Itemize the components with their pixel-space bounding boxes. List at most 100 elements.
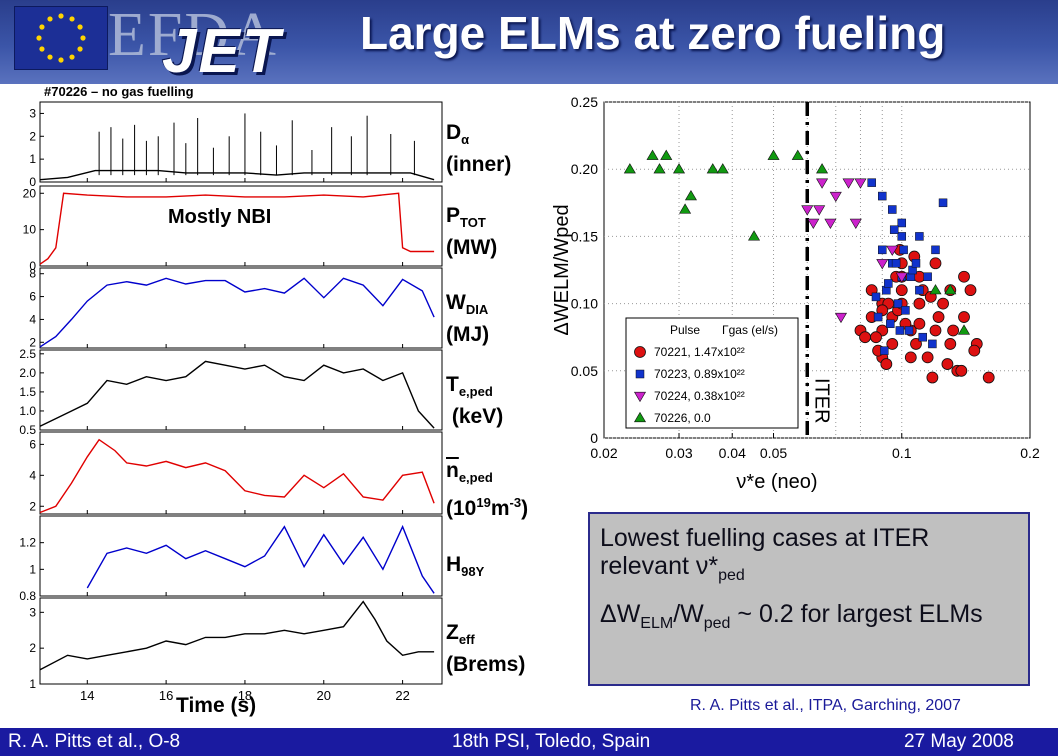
elm-scatter-chart: 0 0.05 0.10 0.15 0.20 0.25 0.02 0.03 0.04 0.05 0.1…: [551, 94, 1040, 493]
data-point: [867, 178, 876, 187]
signal-label-teped: Te,ped (keV): [446, 373, 504, 429]
data-point: [634, 346, 646, 358]
y-tick-label: 2.0: [19, 366, 36, 380]
y-tick-label: 2: [29, 499, 36, 513]
y-tick-label: 6: [29, 437, 36, 451]
footer-date: 27 May 2008: [904, 731, 1014, 752]
y-tick-label: 0.25: [571, 94, 598, 110]
x-tick-label: 0.03: [665, 445, 692, 461]
x-tick-label: 14: [80, 688, 94, 700]
eu-star-icon: [69, 16, 75, 22]
panel-frame: [39, 101, 443, 183]
panel-frame: [39, 431, 443, 515]
data-point: [807, 218, 820, 230]
data-point: [923, 272, 932, 281]
data-point: [873, 312, 883, 322]
y-tick-label: 0.8: [19, 589, 36, 603]
data-point: [897, 232, 907, 241]
data-point: [904, 351, 917, 364]
y-tick-label: 1.5: [19, 385, 36, 399]
y-tick-label: 0: [29, 175, 36, 189]
footer-author: R. A. Pitts et al., O-8: [8, 731, 181, 752]
y-tick-label: 0.05: [571, 363, 598, 379]
data-point: [646, 149, 659, 160]
header-bar: EFDA JET Large ELMs at zero fueling: [0, 0, 1058, 86]
y-tick-label: 1: [29, 562, 36, 576]
data-point: [791, 149, 804, 160]
data-point: [929, 284, 942, 295]
eu-star-icon: [77, 46, 83, 52]
time-trace-panels: 01230102024680.51.01.52.02.52460.811.212…: [19, 101, 443, 700]
panel-frame: [39, 267, 443, 349]
data-point: [941, 358, 954, 370]
data-point: [880, 358, 893, 370]
data-point: [886, 338, 899, 350]
x-tick-label: 16: [159, 688, 173, 700]
eu-star-icon: [39, 24, 45, 30]
y-tick-label: 0.10: [571, 296, 598, 312]
data-point: [955, 364, 968, 377]
data-point: [899, 245, 908, 255]
trace-line: [39, 360, 435, 429]
data-point: [929, 324, 942, 337]
data-point: [684, 189, 697, 201]
y-tick-label: 1.0: [19, 404, 36, 418]
legend-entry: 70221, 1.47x10²²: [654, 345, 745, 359]
y-tick-label: 4: [29, 468, 36, 482]
data-point: [653, 163, 666, 174]
footer-conference: 18th PSI, Toledo, Spain: [452, 731, 651, 752]
y-tick-label: 1.2: [19, 536, 36, 550]
y-tick-label: 0.5: [19, 423, 36, 437]
trace-line: [39, 438, 435, 514]
data-point: [859, 331, 871, 344]
x-tick-label: 20: [317, 688, 331, 700]
data-point: [932, 311, 945, 323]
x-tick-label: 0.02: [590, 445, 617, 461]
eu-star-icon: [47, 54, 53, 60]
data-point: [672, 163, 686, 174]
data-point: [889, 225, 899, 234]
data-point: [968, 344, 981, 357]
eu-flag-logo: [14, 6, 108, 70]
data-point: [813, 205, 826, 216]
data-point: [635, 369, 645, 379]
data-point: [886, 319, 895, 329]
panel-frame: [39, 515, 443, 597]
y-tick-label: 0.15: [571, 228, 598, 244]
eu-star-icon: [80, 35, 86, 41]
eu-star-icon: [39, 46, 45, 52]
eu-star-icon: [58, 13, 64, 19]
data-point: [767, 149, 780, 160]
trace-line: [86, 524, 435, 594]
data-point: [928, 339, 937, 349]
data-point: [633, 391, 647, 403]
data-point: [957, 324, 971, 335]
trace-line: [39, 192, 435, 265]
summary-line-1: Lowest fuelling cases at ITER relevant ν…: [600, 524, 930, 584]
legend-title-gas: Γgas (el/s): [722, 323, 778, 337]
y-tick-label: 0: [29, 259, 36, 273]
y-tick-label: 3: [29, 605, 36, 619]
signal-label-zeff: Zeff (Brems): [446, 621, 526, 677]
data-point: [931, 245, 940, 255]
y-tick-label: 2: [29, 335, 36, 349]
x-tick-label: 0.04: [719, 445, 746, 461]
data-point: [829, 191, 842, 203]
data-point: [876, 259, 889, 270]
data-point: [918, 332, 927, 342]
panel-frame: [39, 185, 443, 267]
data-point: [878, 245, 887, 255]
eu-star-icon: [69, 54, 75, 60]
trace-line: [39, 600, 435, 671]
y-tick-label: 10: [23, 223, 37, 237]
data-point: [824, 218, 837, 230]
annotation-mostly-nbi: Mostly NBI: [168, 206, 272, 228]
eu-stars-icon: [36, 13, 86, 63]
data-point: [842, 178, 855, 189]
data-point: [921, 351, 934, 364]
data-point: [915, 232, 924, 241]
data-point: [854, 178, 867, 189]
legend-entry: 70224, 0.38x10²²: [654, 389, 745, 403]
data-point: [623, 163, 636, 174]
y-tick-label: 0: [590, 430, 598, 446]
